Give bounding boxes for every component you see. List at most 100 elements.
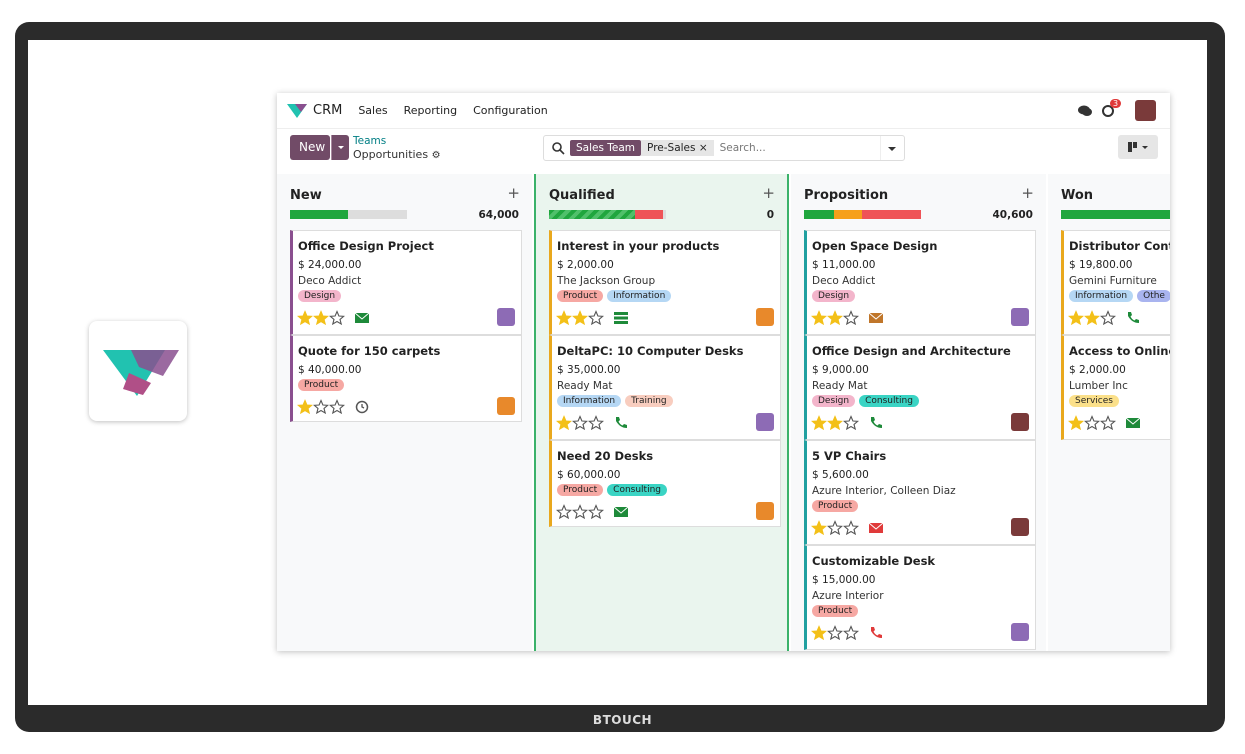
star[interactable] bbox=[1100, 415, 1116, 431]
facet-value[interactable]: Pre-Sales × bbox=[641, 140, 714, 156]
card-footer bbox=[556, 503, 630, 521]
activity-icon[interactable] bbox=[1101, 104, 1115, 118]
assignee-avatar bbox=[756, 413, 774, 431]
column-total: 64,000 bbox=[478, 209, 519, 221]
opportunity-card[interactable]: Office Design and Architecture $ 9,000.00… bbox=[804, 335, 1036, 440]
opportunity-card[interactable]: Interest in your products $ 2,000.00 The J… bbox=[549, 230, 781, 335]
star[interactable] bbox=[313, 310, 329, 326]
star[interactable] bbox=[329, 310, 345, 326]
card-amount: $ 11,000.00 bbox=[812, 259, 876, 271]
facet-text: Pre-Sales bbox=[647, 142, 696, 154]
star[interactable] bbox=[556, 310, 572, 326]
opportunity-card[interactable]: Distributor Contra $ 19,800.00 Gemini Furn… bbox=[1061, 230, 1170, 335]
opportunity-card[interactable]: Customizable Desk $ 15,000.00 Azure Interi… bbox=[804, 545, 1036, 650]
new-button[interactable]: New bbox=[290, 135, 330, 160]
opportunity-card[interactable]: Need 20 Desks $ 60,000.00 Product Consultin… bbox=[549, 440, 781, 527]
tag: Training bbox=[625, 395, 673, 407]
star[interactable] bbox=[588, 310, 604, 326]
opportunity-card[interactable]: 5 VP Chairs $ 5,600.00 Azure Interior, Col… bbox=[804, 440, 1036, 545]
star[interactable] bbox=[827, 415, 843, 431]
star[interactable] bbox=[329, 399, 345, 415]
opportunity-card[interactable]: Office Design Project $ 24,000.00 Deco Add… bbox=[290, 230, 522, 335]
activity-clock[interactable] bbox=[353, 398, 371, 416]
new-dropdown[interactable] bbox=[331, 135, 349, 160]
star[interactable] bbox=[1084, 415, 1100, 431]
brand[interactable]: CRM bbox=[313, 103, 343, 118]
star[interactable] bbox=[297, 399, 313, 415]
activity-list[interactable] bbox=[612, 309, 630, 327]
star[interactable] bbox=[811, 310, 827, 326]
progress-bar bbox=[804, 210, 921, 219]
assignee-avatar bbox=[756, 502, 774, 520]
star[interactable] bbox=[556, 415, 572, 431]
priority-stars bbox=[1068, 310, 1116, 326]
star[interactable] bbox=[811, 625, 827, 641]
opportunity-card[interactable]: Access to Online C $ 2,000.00 Lumber Inc Se… bbox=[1061, 335, 1170, 440]
star[interactable] bbox=[827, 310, 843, 326]
breadcrumb[interactable]: Teams bbox=[353, 135, 387, 147]
chat-icon[interactable] bbox=[1077, 104, 1093, 118]
tag-list: Design Consulting bbox=[812, 395, 919, 407]
star[interactable] bbox=[811, 415, 827, 431]
user-avatar[interactable] bbox=[1135, 100, 1156, 121]
star[interactable] bbox=[1084, 310, 1100, 326]
star[interactable] bbox=[843, 625, 859, 641]
star[interactable] bbox=[1068, 415, 1084, 431]
menu-item[interactable]: Reporting bbox=[403, 104, 458, 117]
activity-phone[interactable] bbox=[867, 624, 885, 642]
brand-logo: BTOUCH bbox=[592, 713, 653, 727]
column-total: 40,600 bbox=[992, 209, 1033, 221]
star[interactable] bbox=[297, 310, 313, 326]
app-icon[interactable] bbox=[89, 321, 187, 421]
facet-label: Sales Team bbox=[570, 140, 642, 156]
menu-item[interactable]: Configuration bbox=[473, 104, 548, 117]
search-bar[interactable]: Sales Team Pre-Sales × Search... bbox=[543, 135, 905, 161]
opportunity-card[interactable]: Open Space Design $ 11,000.00 Deco Addict D… bbox=[804, 230, 1036, 335]
star[interactable] bbox=[843, 520, 859, 536]
menu-item[interactable]: Sales bbox=[358, 104, 388, 117]
progress-segment bbox=[862, 210, 921, 219]
progress-bar bbox=[549, 210, 666, 219]
tag: Consulting bbox=[607, 484, 668, 496]
star[interactable] bbox=[827, 625, 843, 641]
opportunity-card[interactable]: Quote for 150 carpets $ 40,000.00 Product bbox=[290, 335, 522, 422]
tag-list: Design bbox=[812, 290, 856, 302]
star[interactable] bbox=[556, 504, 572, 520]
tag: Product bbox=[557, 484, 604, 496]
tag: Information bbox=[557, 395, 622, 407]
progress-segment bbox=[1061, 210, 1170, 219]
star[interactable] bbox=[572, 310, 588, 326]
add-button[interactable]: + bbox=[1021, 184, 1034, 202]
star[interactable] bbox=[572, 415, 588, 431]
star[interactable] bbox=[843, 415, 859, 431]
star[interactable] bbox=[1068, 310, 1084, 326]
activity-email[interactable] bbox=[353, 309, 371, 327]
priority-stars bbox=[297, 399, 345, 415]
card-company: Azure Interior, Colleen Diaz bbox=[812, 485, 956, 497]
activity-phone[interactable] bbox=[1124, 309, 1142, 327]
opportunity-card[interactable]: DeltaPC: 10 Computer Desks $ 35,000.00 Rea… bbox=[549, 335, 781, 440]
star[interactable] bbox=[588, 415, 604, 431]
priority-stars bbox=[811, 520, 859, 536]
priority-stars bbox=[556, 504, 604, 520]
activity-email[interactable] bbox=[1124, 414, 1142, 432]
activity-email[interactable] bbox=[612, 503, 630, 521]
star[interactable] bbox=[811, 520, 827, 536]
add-button[interactable]: + bbox=[762, 184, 775, 202]
card-footer bbox=[811, 519, 885, 537]
star[interactable] bbox=[313, 399, 329, 415]
star[interactable] bbox=[827, 520, 843, 536]
activity-email[interactable] bbox=[867, 309, 885, 327]
search-toggle[interactable] bbox=[880, 136, 904, 160]
star[interactable] bbox=[1100, 310, 1116, 326]
activity-phone[interactable] bbox=[612, 414, 630, 432]
star[interactable] bbox=[572, 504, 588, 520]
activity-email[interactable] bbox=[867, 519, 885, 537]
star[interactable] bbox=[588, 504, 604, 520]
view-switcher[interactable] bbox=[1118, 135, 1158, 159]
tag: Product bbox=[812, 500, 859, 512]
assignee-avatar bbox=[1011, 623, 1029, 641]
activity-phone[interactable] bbox=[867, 414, 885, 432]
star[interactable] bbox=[843, 310, 859, 326]
add-button[interactable]: + bbox=[507, 184, 520, 202]
